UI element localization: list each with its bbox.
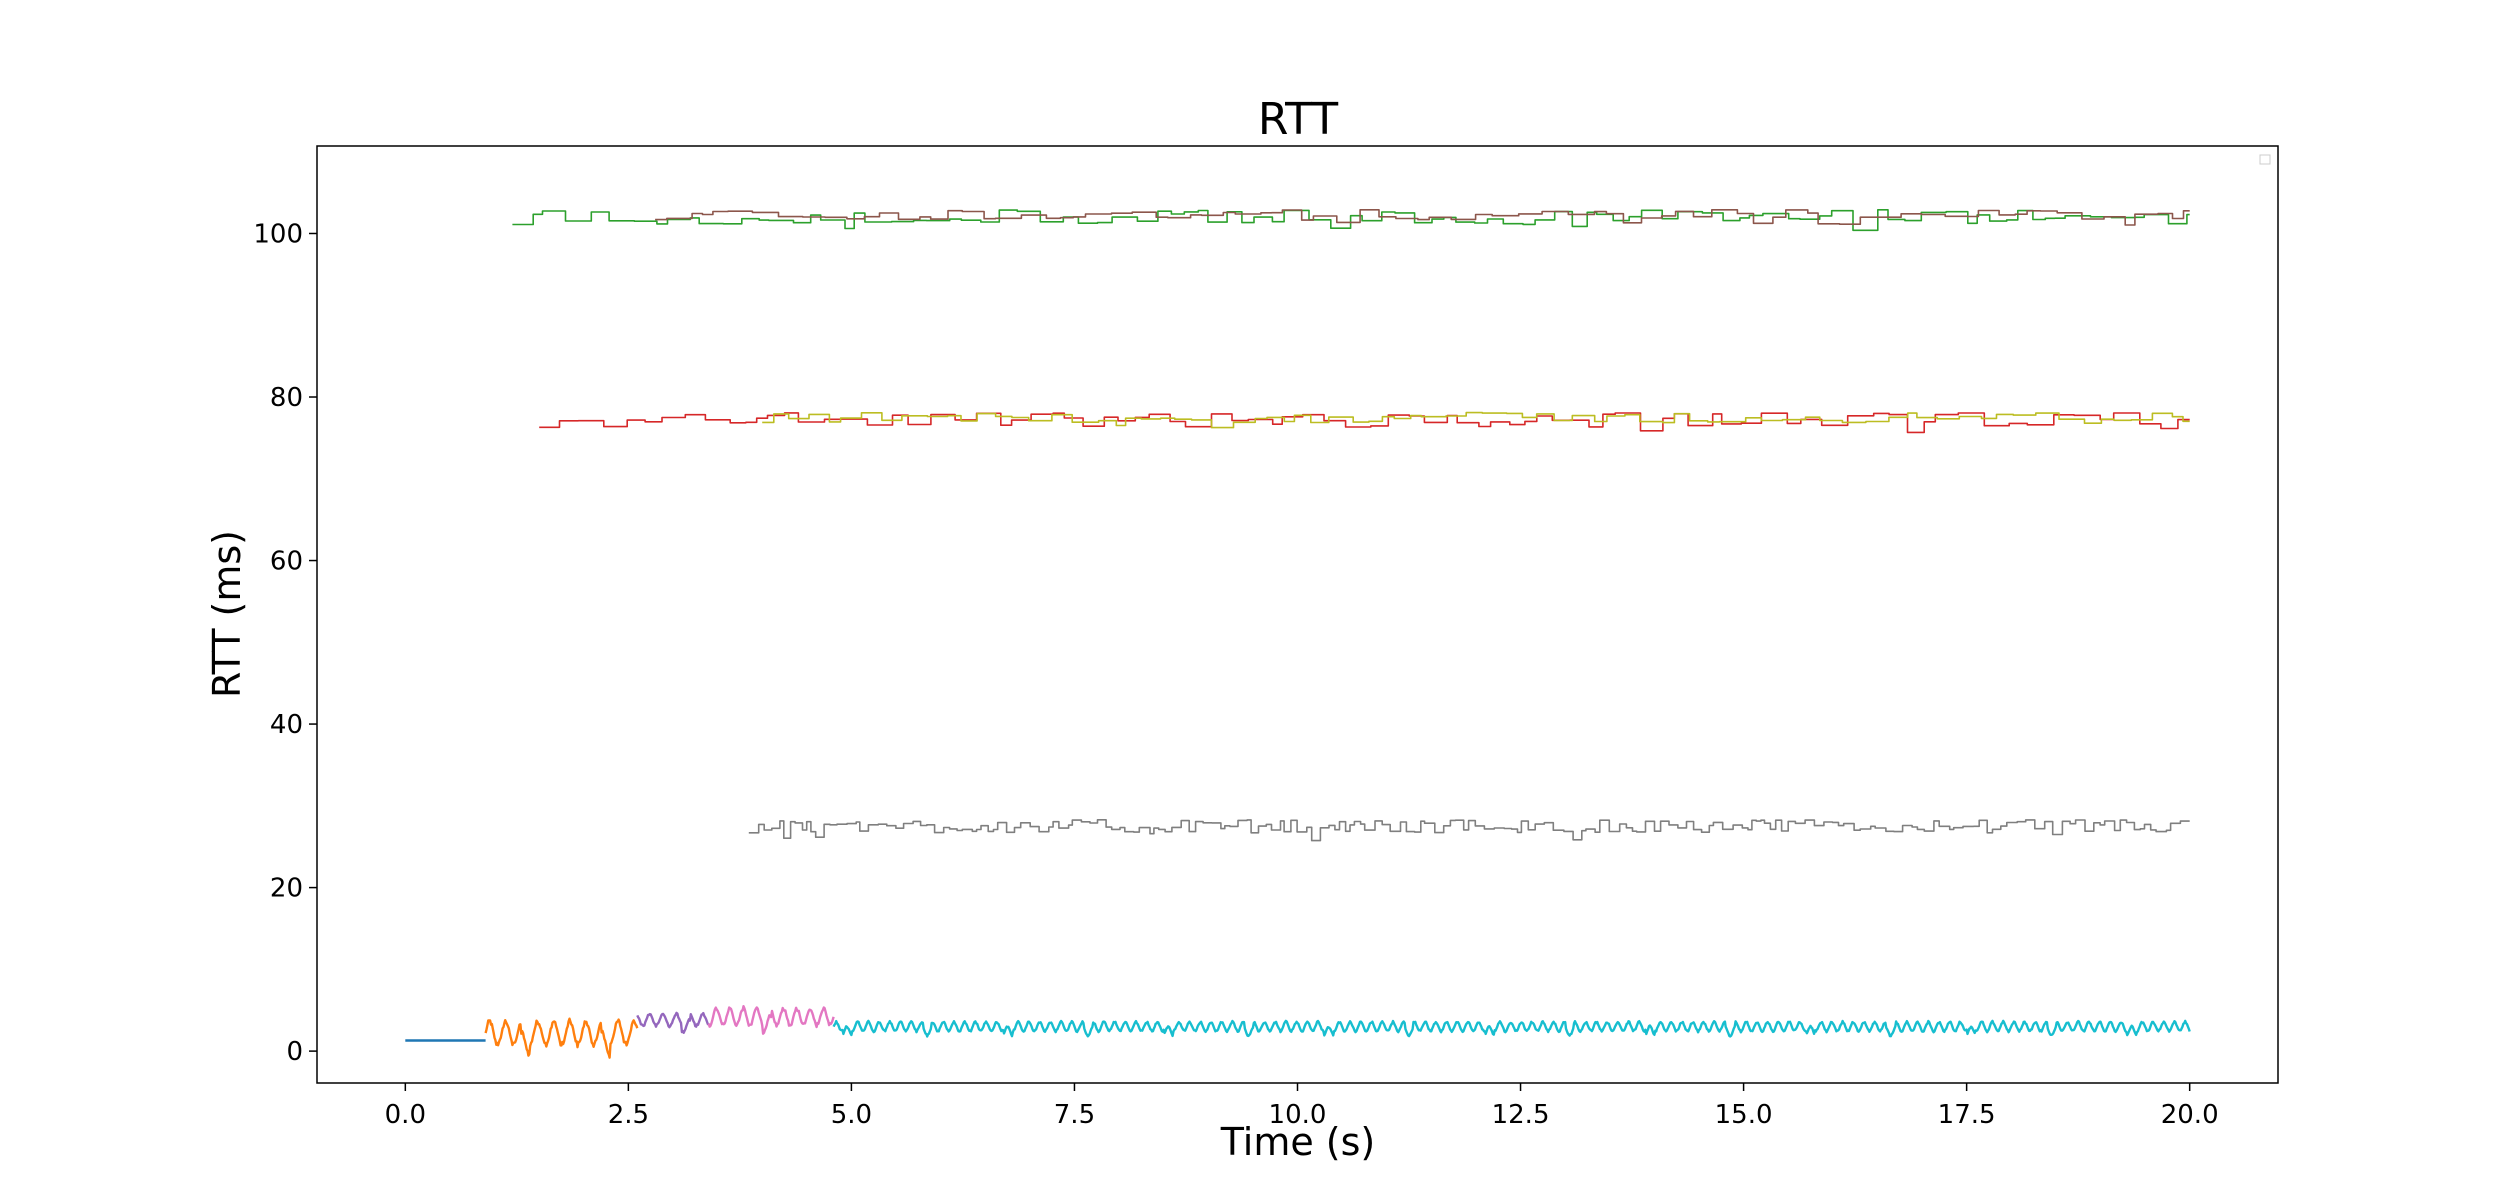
legend-box bbox=[2259, 154, 2271, 165]
x-tick-label: 10.0 bbox=[1269, 1100, 1327, 1130]
chart-title: RTT bbox=[1258, 94, 1338, 145]
y-tick-label: 60 bbox=[270, 547, 303, 577]
x-axis: 0.0 2.5 5.0 7.5 10.0 12.5 15.0 17.5 20.0 bbox=[385, 1083, 2219, 1130]
series-line-9 bbox=[655, 209, 2190, 226]
y-tick-label: 80 bbox=[270, 383, 303, 413]
x-tick-label: 7.5 bbox=[1054, 1100, 1095, 1130]
x-tick-label: 2.5 bbox=[608, 1100, 649, 1130]
series-line-4 bbox=[832, 1019, 2191, 1038]
y-tick-label: 0 bbox=[286, 1037, 303, 1067]
x-tick-label: 15.0 bbox=[1715, 1100, 1773, 1130]
y-axis-label: RTT (ms) bbox=[205, 530, 249, 698]
y-axis: 0 20 40 60 80 100 bbox=[253, 219, 317, 1067]
x-tick-label: 12.5 bbox=[1492, 1100, 1550, 1130]
series-layer bbox=[405, 209, 2191, 1059]
y-tick-label: 20 bbox=[270, 874, 303, 904]
plot-frame bbox=[316, 145, 2279, 1084]
x-tick-label: 17.5 bbox=[1938, 1100, 1996, 1130]
series-line-1 bbox=[484, 1017, 639, 1059]
series-line-6 bbox=[539, 412, 2190, 434]
x-tick-label: 0.0 bbox=[385, 1100, 426, 1130]
y-tick-label: 100 bbox=[253, 219, 303, 249]
series-line-5 bbox=[748, 819, 2190, 842]
x-axis-label: Time (s) bbox=[1220, 1120, 1376, 1164]
x-tick-label: 5.0 bbox=[831, 1100, 872, 1130]
x-tick-label: 20.0 bbox=[2161, 1100, 2219, 1130]
y-tick-label: 40 bbox=[270, 710, 303, 740]
series-line-2 bbox=[636, 1011, 710, 1034]
series-line-8 bbox=[512, 209, 2190, 232]
series-line-3 bbox=[707, 1005, 835, 1035]
series-line-7 bbox=[762, 411, 2190, 429]
